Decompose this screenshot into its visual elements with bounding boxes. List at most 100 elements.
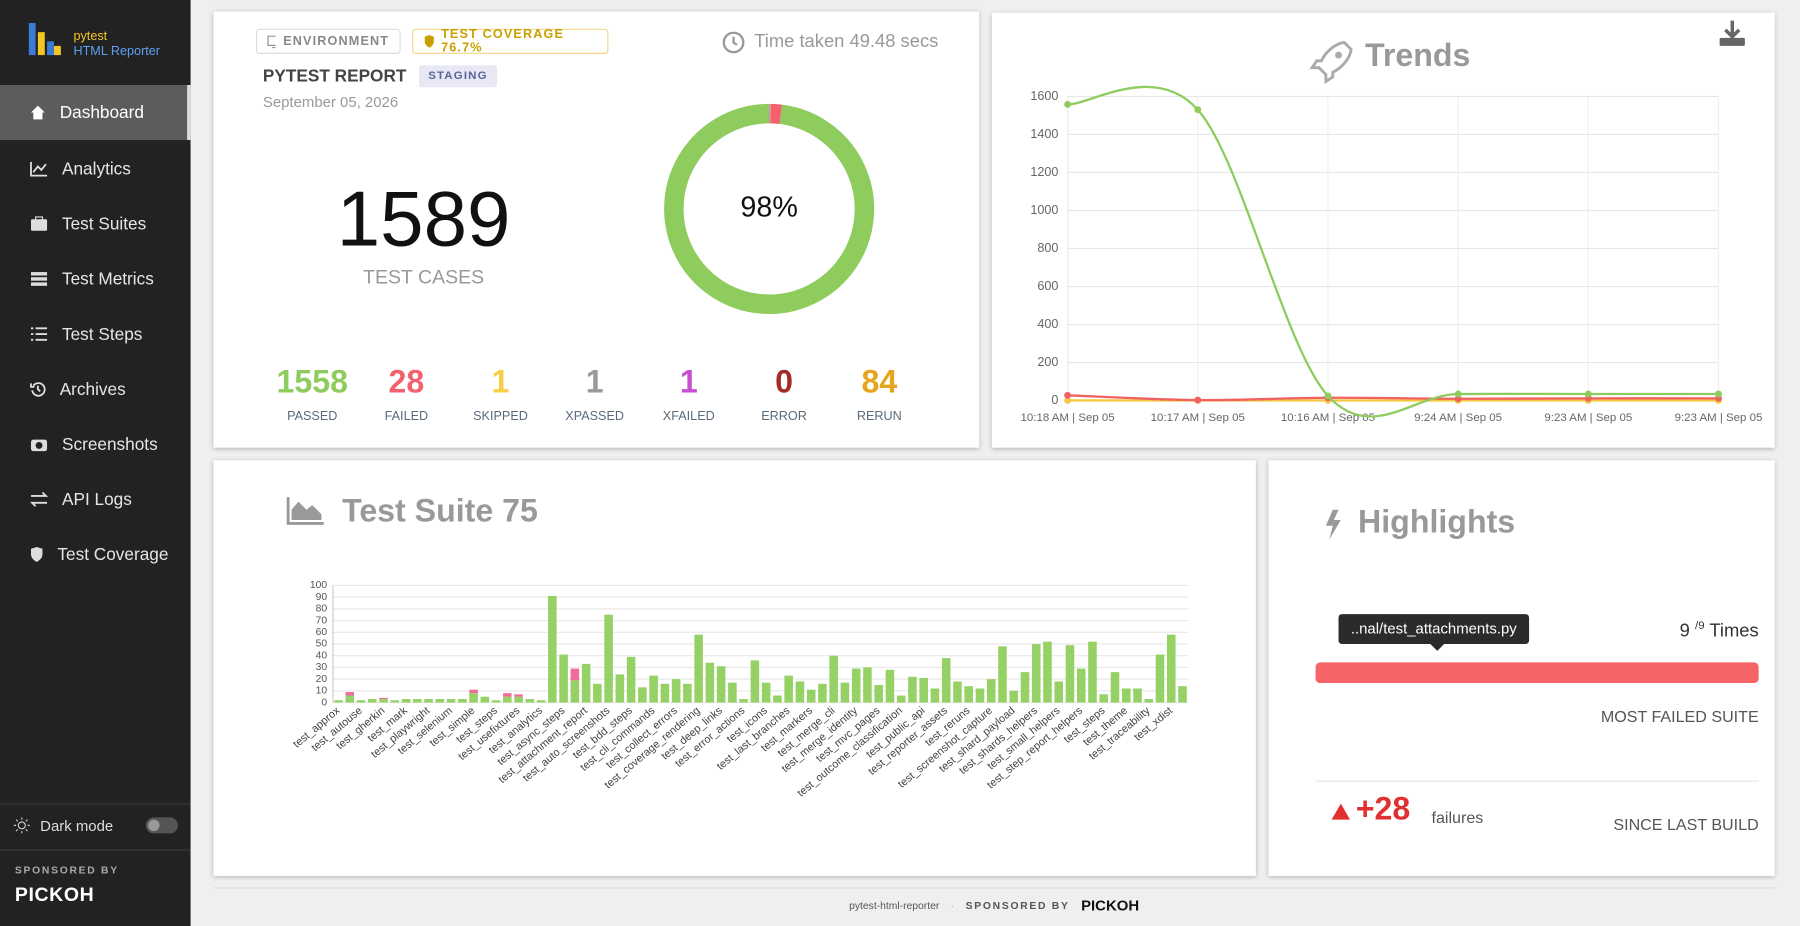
- nav-item[interactable]: Test Metrics: [0, 251, 191, 306]
- bar: [491, 700, 501, 703]
- nav-item[interactable]: Analytics: [0, 141, 191, 196]
- y-tick-label: 1200: [1030, 165, 1058, 179]
- download-icon[interactable]: [1719, 20, 1745, 46]
- bar: [1178, 686, 1187, 703]
- trend-point: [1454, 395, 1462, 403]
- sidebar: pytest HTML Reporter Dashboard Analytics…: [0, 0, 191, 926]
- stat-label: XPASSED: [565, 409, 625, 424]
- bar: [345, 692, 355, 696]
- bar: [649, 675, 658, 703]
- bar: [683, 683, 692, 703]
- separator: ·: [950, 899, 955, 911]
- bar: [761, 682, 771, 703]
- bar: [975, 688, 985, 703]
- environment-badge[interactable]: ENVIRONMENT: [255, 28, 401, 54]
- bar: [863, 667, 872, 703]
- count-total: /9: [1694, 619, 1705, 633]
- chart-title: Test Suite 75: [342, 493, 538, 529]
- footer-name: pytest-html-reporter: [849, 899, 940, 911]
- nav-item[interactable]: Archives: [0, 362, 191, 417]
- trend-line: [1067, 394, 1719, 402]
- icon: [30, 382, 46, 397]
- nav-item[interactable]: Test Coverage: [0, 527, 191, 582]
- stat-value: 1: [585, 363, 604, 400]
- dark-mode-toggle[interactable]: [145, 817, 178, 834]
- trend-point: [1064, 100, 1072, 108]
- nav-label: API Logs: [61, 489, 132, 510]
- bar: [424, 699, 433, 703]
- bar: [334, 700, 343, 703]
- bar: [964, 686, 973, 703]
- nav-item[interactable]: Dashboard: [0, 84, 191, 141]
- bar: [503, 696, 512, 703]
- bar: [1110, 672, 1120, 703]
- bar: [896, 695, 906, 703]
- tooltip: ..nal/test_attachments.py: [1338, 614, 1530, 645]
- y-tick-label: 1000: [1030, 203, 1058, 217]
- chart-title: Trends: [1365, 37, 1470, 73]
- clock-icon: [722, 31, 745, 54]
- bar: [671, 679, 681, 703]
- fail-count: 9 /9 Times: [1680, 620, 1759, 642]
- summary-card: ENVIRONMENT TEST COVERAGE 76.7% Time tak…: [213, 11, 980, 448]
- bar: [840, 682, 850, 703]
- x-tick-label: 9:23 AM | Sep 05: [1544, 412, 1632, 424]
- nav-item[interactable]: Test Suites: [0, 196, 191, 251]
- y-tick-label: 1400: [1030, 127, 1058, 141]
- bar: [1043, 641, 1052, 703]
- bar: [1020, 672, 1030, 703]
- bar: [1031, 644, 1041, 703]
- bar: [750, 660, 760, 703]
- bar: [570, 668, 580, 681]
- divider: [1315, 780, 1759, 782]
- icon: [30, 216, 48, 231]
- icon: [13, 817, 30, 834]
- sponsor-logo[interactable]: PICKOH: [14, 883, 95, 906]
- bar: [446, 699, 456, 703]
- bar: [368, 699, 377, 703]
- bar: [1121, 688, 1131, 703]
- bar: [390, 700, 400, 703]
- bar: [851, 668, 861, 703]
- stat-value: 84: [861, 363, 898, 400]
- bar: [536, 700, 546, 703]
- bar: [379, 699, 388, 703]
- bar: [773, 695, 782, 703]
- trends-chart: Trends 0 200 400 600 800 1000 1200 1400 1600 10:1…: [1021, 20, 1762, 424]
- nav-item[interactable]: Test Steps: [0, 307, 191, 362]
- time-taken: Time taken 49.48 secs: [754, 32, 939, 52]
- nav-item[interactable]: Screenshots: [0, 417, 191, 472]
- bar: [908, 676, 917, 703]
- total-label: TEST CASES: [363, 266, 485, 289]
- y-tick-label: 50: [316, 639, 328, 650]
- coverage-badge[interactable]: TEST COVERAGE 76.7%: [412, 27, 609, 56]
- report-title: PYTEST REPORT: [262, 66, 407, 87]
- failure-delta: +28: [1355, 790, 1411, 827]
- stat: 1 SKIPPED: [455, 364, 547, 424]
- x-tick-label: 10:17 AM | Sep 05: [1151, 412, 1245, 424]
- nav-label: Dashboard: [59, 102, 144, 123]
- stat-label: XFAILED: [662, 409, 715, 424]
- nav-label: Screenshots: [61, 434, 158, 455]
- env-tag: STAGING: [419, 65, 497, 88]
- bar: [705, 662, 715, 703]
- y-tick-label: 10: [316, 686, 328, 697]
- bar: [604, 614, 613, 703]
- rocket-icon: [1309, 40, 1353, 85]
- bar: [1166, 634, 1176, 703]
- badge-text: TEST COVERAGE 76.7%: [441, 27, 565, 56]
- bar: [356, 700, 366, 703]
- nav-item[interactable]: API Logs: [0, 472, 191, 527]
- trend-point: [1584, 390, 1592, 398]
- bar: [401, 699, 411, 703]
- footer-sponsor[interactable]: PICKOH: [1081, 896, 1140, 914]
- icon: [267, 35, 276, 48]
- icon: [30, 161, 48, 177]
- donut-center-label: 98%: [740, 192, 797, 224]
- stat-label: FAILED: [384, 409, 429, 424]
- icon: [30, 547, 43, 562]
- y-tick-label: 0: [321, 697, 327, 708]
- times: Times: [1709, 621, 1759, 641]
- stat-label: RERUN: [856, 409, 902, 424]
- stat: 1558 PASSED: [266, 364, 358, 424]
